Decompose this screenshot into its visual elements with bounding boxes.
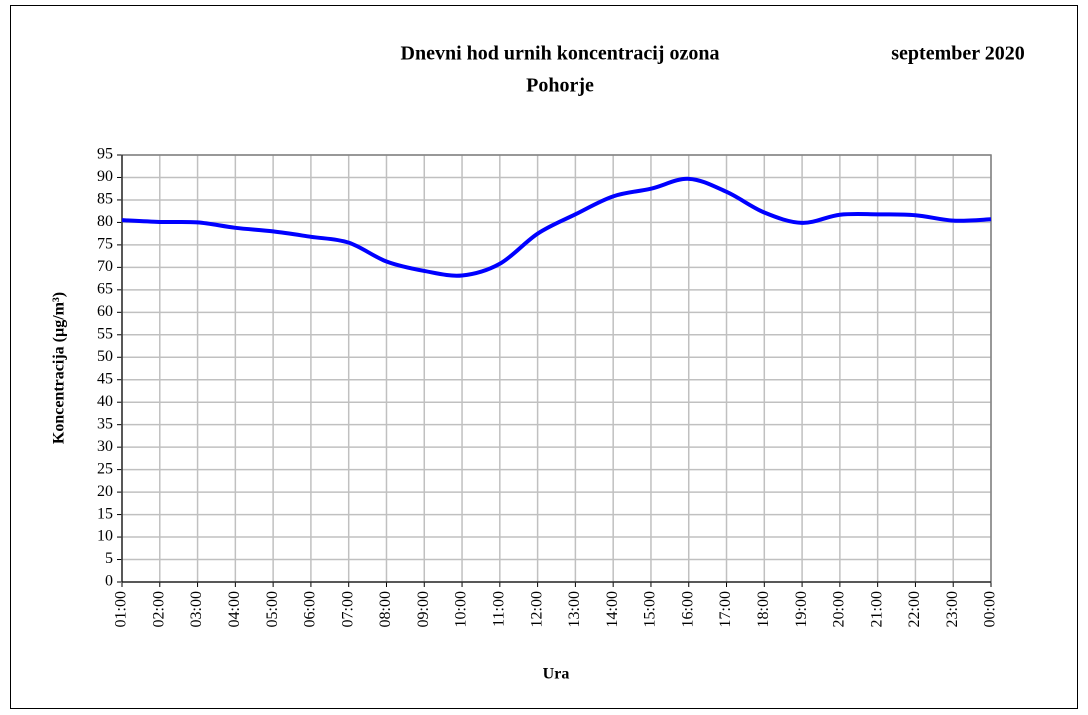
- period-label: september 2020: [891, 43, 1025, 65]
- data-line: [121, 176, 992, 278]
- x-tick-label: 12:00: [528, 591, 545, 627]
- x-tick-label: 10:00: [453, 591, 470, 627]
- x-tick-label: 18:00: [755, 591, 772, 627]
- y-tick-label: 85: [97, 191, 113, 208]
- x-tick-label: 02:00: [150, 591, 167, 627]
- x-tick-label: 17:00: [717, 591, 734, 627]
- x-tick-label: 06:00: [302, 591, 319, 627]
- x-tick-label: 15:00: [642, 591, 659, 627]
- x-axis-title: Ura: [543, 666, 570, 683]
- y-tick-label: 75: [97, 236, 113, 253]
- x-tick-label: 00:00: [982, 591, 999, 627]
- x-tick-label: 04:00: [226, 591, 243, 627]
- chart-subtitle: Pohorje: [526, 75, 594, 97]
- y-tick-label: 40: [97, 393, 113, 410]
- y-tick-label: 95: [97, 146, 113, 163]
- x-tick-label: 07:00: [339, 591, 356, 627]
- y-tick-label: 25: [97, 460, 113, 477]
- y-tick-label: 45: [97, 370, 113, 387]
- chart-title: Dnevni hod urnih koncentracij ozona: [401, 43, 720, 65]
- y-tick-label: 0: [105, 573, 113, 590]
- y-tick-label: 20: [97, 483, 113, 500]
- x-tick-label: 09:00: [415, 591, 432, 627]
- y-tick-label: 55: [97, 325, 113, 342]
- x-tick-label: 23:00: [944, 591, 961, 627]
- x-tick-label: 14:00: [604, 591, 621, 627]
- x-tick-label: 19:00: [793, 591, 810, 627]
- x-tick-label: 01:00: [113, 591, 130, 627]
- y-tick-label: 65: [97, 281, 113, 298]
- x-tick-label: 13:00: [566, 591, 583, 627]
- y-tick-label: 15: [97, 505, 113, 522]
- x-tick-label: 21:00: [868, 591, 885, 627]
- y-tick-label: 70: [97, 258, 113, 275]
- x-tick-label: 11:00: [490, 591, 507, 627]
- x-tick-label: 16:00: [679, 591, 696, 627]
- x-tick-label: 05:00: [264, 591, 281, 627]
- x-tick-label: 20:00: [831, 591, 848, 627]
- y-tick-label: 10: [97, 528, 113, 545]
- y-tick-label: 35: [97, 415, 113, 432]
- y-axis-title: Koncentracija (µg/m³): [51, 292, 68, 444]
- y-tick-label: 60: [97, 303, 113, 320]
- y-tick-label: 50: [97, 348, 113, 365]
- x-tick-label: 08:00: [377, 591, 394, 627]
- x-tick-label: 22:00: [906, 591, 923, 627]
- y-tick-label: 30: [97, 438, 113, 455]
- x-tick-label: 03:00: [188, 591, 205, 627]
- y-tick-label: 5: [105, 550, 113, 567]
- y-tick-label: 90: [97, 168, 113, 185]
- y-tick-label: 80: [97, 213, 113, 230]
